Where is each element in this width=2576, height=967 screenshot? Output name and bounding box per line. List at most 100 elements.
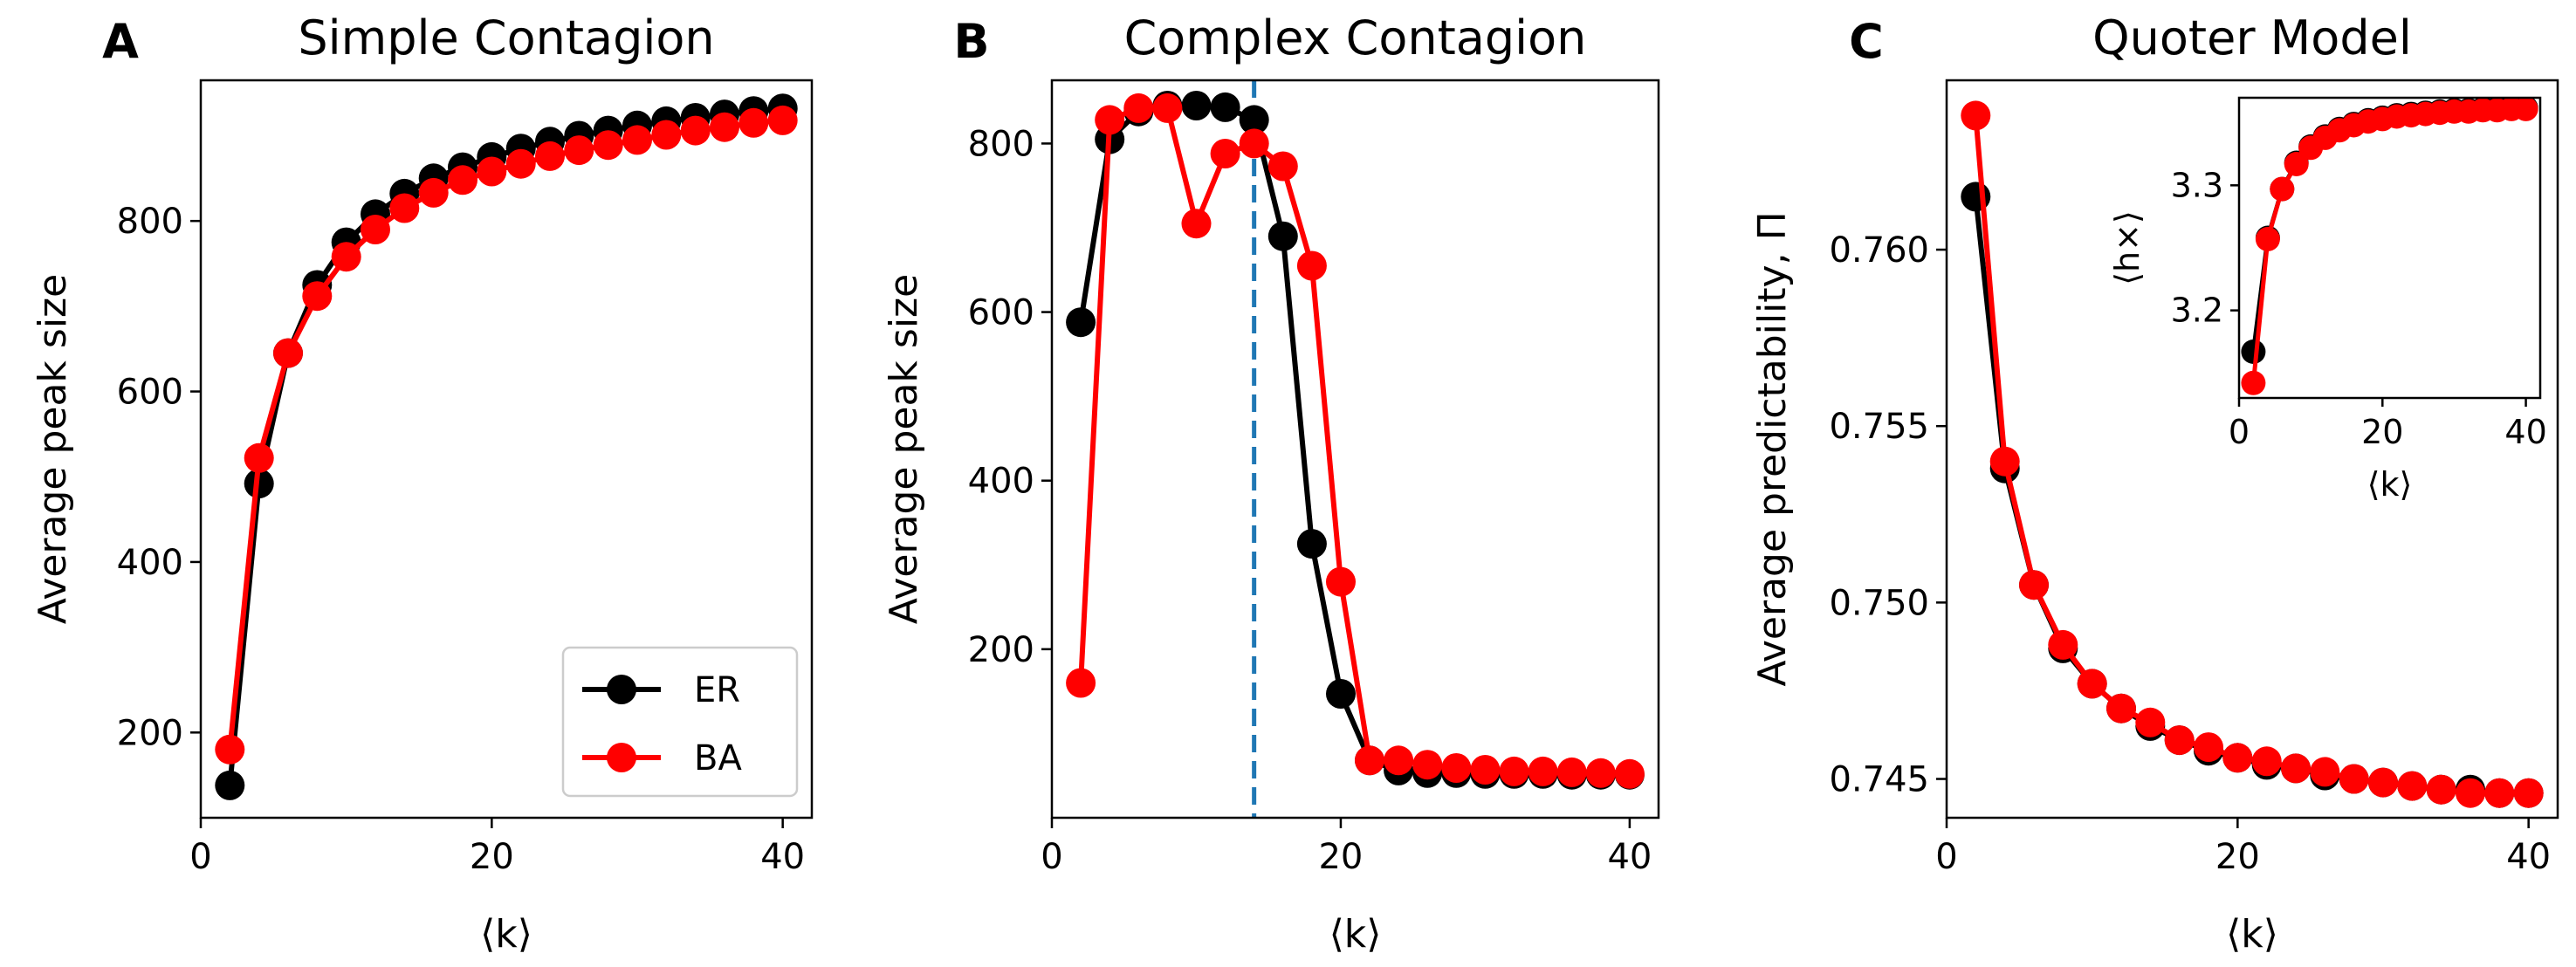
- panel-a: 0 20 40 200 400 600 800 ⟨k⟩ Average peak size Sim…: [31, 10, 814, 957]
- panel-c-ytick-label: 0.760: [1829, 230, 1929, 271]
- panel-b-point-er: [1267, 221, 1298, 251]
- panel-c-ylabel: Average predictability, Π: [1750, 211, 1795, 686]
- panel-c-frame: [1945, 79, 2559, 820]
- panel-c-point-ba: [2484, 778, 2515, 808]
- panel-c-point-ba: [2281, 753, 2311, 784]
- panel-a-frame: [199, 79, 814, 820]
- panel-b-point-ba: [1152, 93, 1183, 123]
- panel-b-point-ba: [1181, 209, 1212, 239]
- panel-c-ytick-label: 0.745: [1829, 760, 1929, 800]
- panel-a-point-ba: [418, 177, 449, 208]
- inset-point-ba: [2270, 176, 2295, 202]
- inset-ylabel: ⟨h×⟩: [2108, 210, 2147, 285]
- panel-c-point-ba: [2164, 725, 2195, 756]
- legend-label-er: ER: [694, 670, 740, 710]
- legend-entry-ba: BA: [582, 738, 742, 778]
- panel-c-ytick-label: 0.755: [1829, 407, 1929, 447]
- inset-frame: [2237, 96, 2542, 400]
- panel-c-point-ba: [2339, 764, 2369, 794]
- panel-b-point-ba: [1095, 105, 1125, 135]
- panel-a-point-ba: [535, 141, 565, 171]
- panel-b-frame: [1050, 79, 1660, 820]
- panel-a-point-ba: [593, 130, 623, 161]
- legend-entry-er: ER: [582, 670, 740, 710]
- panel-c-point-ba: [2106, 693, 2136, 724]
- panel-c-point-ba: [2077, 669, 2107, 699]
- panel-b-point-ba: [1528, 756, 1558, 786]
- panel-c-point-ba: [2251, 746, 2282, 777]
- panel-b-point-ba: [1384, 745, 1414, 776]
- panel-b-point-er: [1326, 679, 1356, 709]
- panel-b-line-ba: [1078, 105, 1630, 777]
- legend: ER BA: [561, 646, 799, 798]
- panel-b-point-ba: [1470, 755, 1501, 785]
- panel-a-series-ba: [215, 105, 798, 765]
- panel-c-point-ba: [2368, 767, 2398, 798]
- panel-c-point-ba: [2513, 778, 2544, 808]
- panel-b-point-er: [1296, 529, 1327, 559]
- panel-b-point-er: [1066, 307, 1096, 338]
- inset-point-ba: [2241, 370, 2266, 395]
- panel-b-point-ba: [1326, 566, 1356, 597]
- panel-c-point-ba: [2019, 570, 2049, 600]
- panel-b-point-ba: [1239, 128, 1269, 159]
- inset-point-ba: [2513, 98, 2538, 121]
- panel-a-ytick-label: 400: [117, 543, 183, 583]
- panel-a-point-ba: [767, 105, 798, 135]
- panel-c-title: Quoter Model: [2092, 10, 2412, 65]
- panel-b-point-er: [1181, 91, 1212, 120]
- panel-a-point-ba: [680, 115, 711, 146]
- panel-a-point-ba: [302, 281, 333, 312]
- panel-a-point-ba: [622, 125, 652, 155]
- inset-xtick-label: 0: [2229, 413, 2250, 451]
- inset-xtick-label: 40: [2504, 413, 2546, 451]
- panel-b-ytick-label: 400: [968, 462, 1034, 502]
- panel-a-point-ba: [215, 734, 245, 765]
- panel-a-point-ba: [389, 193, 420, 223]
- panel-a-xtick-label: 40: [760, 837, 805, 877]
- panel-c-point-ba: [2426, 774, 2456, 805]
- panel-b-xtick-label: 0: [1041, 837, 1062, 877]
- panel-b-point-ba: [1267, 151, 1298, 182]
- legend-label-ba: BA: [694, 738, 742, 778]
- panel-b-xtick-label: 40: [1607, 837, 1652, 877]
- panel-c-point-er: [1961, 182, 1991, 212]
- panel-c-xtick-label: 20: [2215, 837, 2260, 877]
- panel-c-xlabel: ⟨k⟩: [2226, 912, 2278, 957]
- legend-marker: [607, 675, 636, 704]
- panel-b-point-ba: [1441, 753, 1472, 783]
- panel-b-title: Complex Contagion: [1124, 10, 1587, 65]
- panel-c-point-ba: [2048, 629, 2078, 660]
- panel-c-point-ba: [2310, 757, 2340, 787]
- panel-a-xtick-label: 20: [470, 837, 514, 877]
- panel-a-ytick-label: 800: [117, 202, 183, 242]
- panel-b-ylabel: Average peak size: [882, 274, 926, 624]
- panel-a-ylabel: Average peak size: [31, 274, 75, 624]
- inset-ytick-label: 3.3: [2171, 166, 2223, 204]
- panel-a-xlabel: ⟨k⟩: [480, 912, 532, 957]
- panel-b-series-ba: [1066, 93, 1645, 789]
- panel-b-point-er: [1239, 105, 1269, 135]
- panel-b-point-ba: [1499, 756, 1529, 786]
- legend-box: [561, 646, 799, 798]
- panel-b-ytick-label: 600: [968, 293, 1034, 333]
- panel-a-ytick-label: 600: [117, 373, 183, 413]
- inset-xtick-label: 20: [2361, 413, 2403, 451]
- panel-a-point-ba: [505, 148, 536, 179]
- panel-a-point-ba: [331, 242, 361, 272]
- inset-xlabel: ⟨k⟩: [2367, 465, 2413, 504]
- panel-a-xtick-label: 0: [189, 837, 211, 877]
- panel-c: 0 20 40 0.745 0.750 0.755 0.760 ⟨k⟩ Average pred…: [1750, 10, 2559, 957]
- panel-b-letter: B: [953, 14, 989, 69]
- panel-b-point-ba: [1585, 758, 1616, 788]
- panel-a-point-ba: [477, 156, 507, 187]
- panel-b-point-ba: [1066, 668, 1096, 698]
- panel-b-point-ba: [1296, 250, 1327, 281]
- inset-background: [2239, 98, 2540, 398]
- panel-a-point-ba: [273, 338, 303, 368]
- panel-c-point-ba: [2222, 743, 2253, 773]
- panel-a-point-ba: [564, 135, 594, 166]
- panel-c-point-ba: [2194, 732, 2223, 763]
- panel-b-point-ba: [1210, 139, 1240, 168]
